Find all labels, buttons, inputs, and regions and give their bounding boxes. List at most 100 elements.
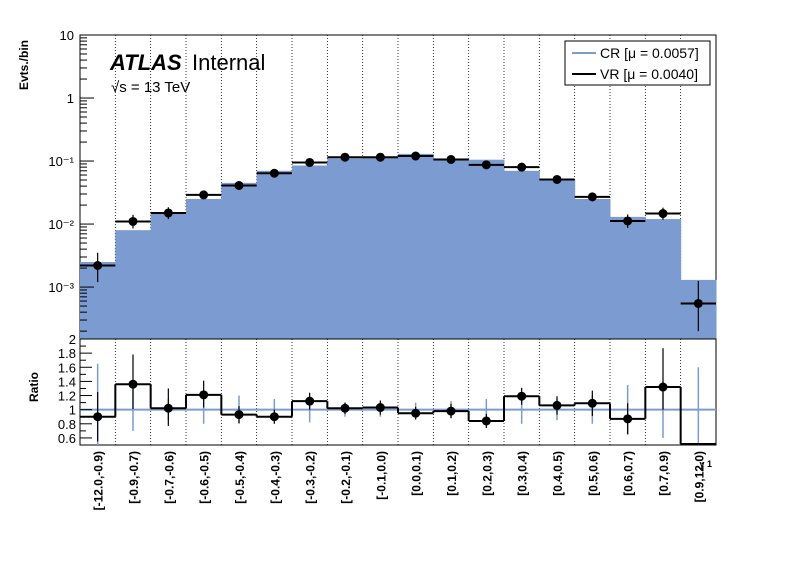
x-category-label: [-12.0,-0.9) [92, 451, 106, 510]
x-category-label: [0.1,0.2) [445, 451, 459, 496]
vr-point [163, 208, 173, 218]
ratio-point [269, 412, 279, 422]
cr-bar [362, 157, 399, 339]
cr-bar [256, 170, 293, 339]
x-category-label: [0.3,0.4) [516, 451, 530, 496]
x-category-label: [0.9,12.0) [692, 451, 706, 502]
x-category-label: [0.0,0.1) [410, 451, 424, 496]
ratio-point [128, 379, 138, 389]
ratio-point [234, 410, 244, 420]
vr-point [481, 160, 491, 170]
ratio-point [163, 403, 173, 413]
x-axis-suffix: γ 1 [699, 459, 712, 469]
cr-bar [150, 212, 187, 339]
legend-box [564, 40, 711, 86]
vr-point [128, 216, 138, 226]
ratio-point [623, 414, 633, 424]
vr-point [693, 298, 703, 308]
main-y-tick-label: 10 [60, 28, 74, 43]
ratio-point [199, 390, 209, 400]
x-category-label: [-0.5,-0.4) [233, 451, 247, 504]
ratio-point [340, 403, 350, 413]
ratio-y-label: Ratio [27, 372, 41, 402]
cr-bar [610, 216, 646, 339]
main-y-tick-label: 10⁻² [48, 217, 74, 232]
vr-point [411, 151, 421, 161]
cr-bar [504, 170, 540, 339]
main-y-tick-label: 1 [67, 91, 74, 106]
x-category-label: [-0.1,0.0) [374, 451, 388, 500]
vr-point [234, 180, 244, 190]
x-category-label: [-0.6,-0.5) [198, 451, 212, 504]
cr-bar [468, 159, 505, 339]
ratio-point [305, 396, 315, 406]
legend-cr-label: CR [μ = 0.0057] [600, 45, 699, 61]
ratio-point [446, 406, 456, 416]
cr-bar [221, 182, 258, 339]
cr-bar [115, 230, 152, 339]
vr-points [80, 151, 716, 332]
ratio-panel: 21.81.61.41.210.80.6 Ratio [-12.0,-0.9)[… [27, 332, 717, 510]
vr-point [446, 154, 456, 164]
vr-point [658, 209, 668, 219]
ratio-y-tick-label: 1.8 [58, 346, 76, 361]
ratio-y-tick-label: 0.8 [58, 417, 76, 432]
ratio-point [93, 412, 103, 422]
ratio-y-tick-label: 1.4 [58, 374, 76, 389]
vr-point [517, 162, 527, 172]
main-y-tick-label: 10⁻¹ [48, 154, 74, 169]
vr-point [269, 168, 279, 178]
vr-point [375, 152, 385, 162]
ratio-point [552, 400, 562, 410]
x-category-label: [0.6,0.7) [622, 451, 636, 496]
ratio-y-tick-label: 0.6 [58, 431, 76, 446]
ratio-point [375, 403, 385, 413]
main-y-tick-label: 10⁻³ [48, 280, 74, 295]
vr-point [340, 152, 350, 162]
cr-bar [574, 198, 611, 339]
ratio-y-tick-label: 2 [69, 332, 76, 347]
x-category-label: [-0.2,-0.1) [339, 451, 353, 504]
main-panel: 10 1 10⁻¹ 10⁻² 10⁻³ Evts./bin ATLAS Internal… [17, 28, 717, 340]
x-category-label: [0.2,0.3) [480, 451, 494, 496]
atlas-internal-label: Internal [192, 50, 265, 75]
x-category-label: [-0.7,-0.6) [162, 451, 176, 504]
cr-histogram [80, 153, 717, 339]
cr-bar [327, 158, 364, 339]
cr-bar [186, 198, 222, 339]
x-category-label: [0.7,0.9) [657, 451, 671, 496]
ratio-point [481, 416, 491, 426]
cr-bar [433, 158, 470, 339]
ratio-point [411, 408, 421, 418]
x-category-label: [-0.3,-0.2) [304, 451, 318, 504]
atlas-label: ATLAS [109, 50, 182, 75]
vr-point [305, 157, 315, 167]
ratio-point [517, 391, 527, 401]
energy-label: √s = 13 TeV [111, 79, 190, 96]
legend: CR [μ = 0.0057] VR [μ = 0.0040] [564, 40, 711, 86]
ratio-y-tick-label: 1.6 [58, 360, 76, 375]
x-category-label: [-0.9,-0.7) [127, 451, 141, 504]
ratio-y-tick-label: 1 [69, 403, 76, 418]
cr-bar [398, 153, 434, 339]
x-category-label: [0.5,0.6) [586, 451, 600, 496]
ratio-vr [80, 348, 716, 445]
cr-bar [539, 180, 576, 339]
ratio-y-tick-label: 1.2 [58, 389, 76, 404]
x-category-labels: [-12.0,-0.9) [-0.9,-0.7) [-0.7,-0.6) [-0.6,… [92, 451, 707, 510]
ratio-y-ticks: 21.81.61.41.210.80.6 [58, 332, 92, 446]
cr-bar [645, 219, 682, 339]
vr-point [199, 190, 209, 200]
cr-bar [292, 165, 328, 339]
vr-point [587, 192, 597, 202]
legend-vr-label: VR [μ = 0.0040] [600, 66, 698, 82]
x-category-label: [-0.4,-0.3) [268, 451, 282, 504]
vr-point [623, 216, 633, 226]
ratio-point [658, 382, 668, 392]
ratio-point [587, 398, 597, 408]
main-y-label: Evts./bin [17, 40, 31, 90]
main-y-ticks: 10 1 10⁻¹ 10⁻² 10⁻³ [48, 28, 94, 332]
x-category-label: [0.4,0.5) [551, 451, 565, 496]
vr-point [552, 174, 562, 184]
